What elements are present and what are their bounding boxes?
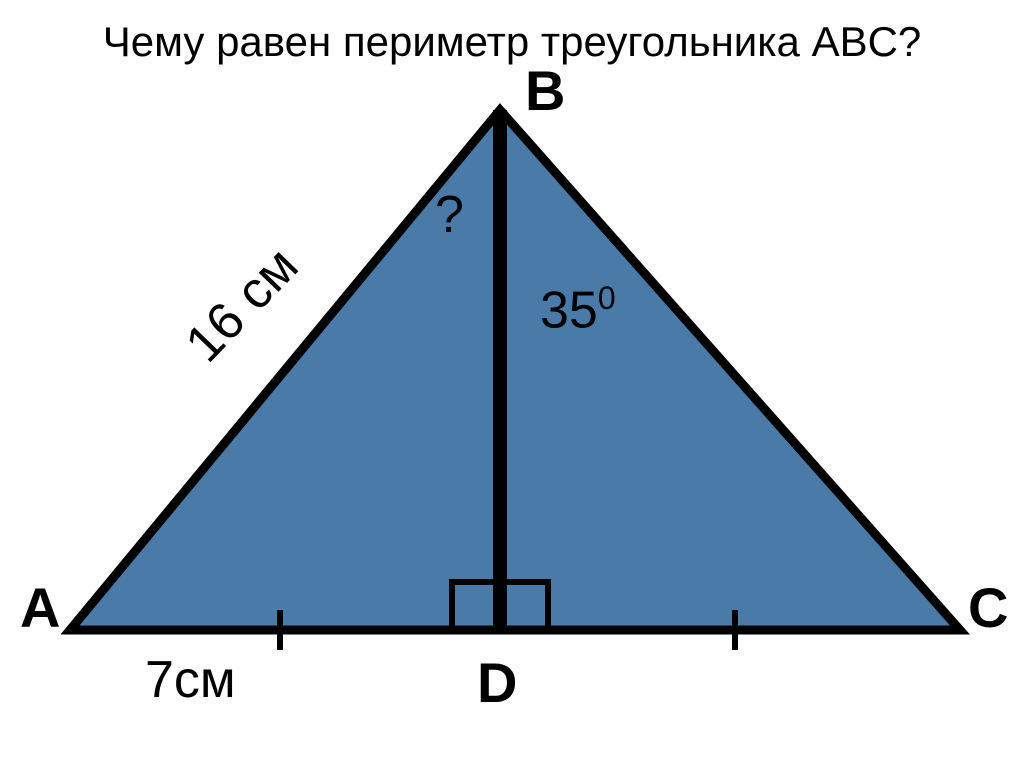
question-text: Чему равен периметр треугольника ABC? [103,18,922,66]
vertex-c-label: C [968,575,1008,640]
angle-value: 35 [540,281,598,339]
vertex-a-label: A [20,575,60,640]
vertex-d-label: D [477,650,517,715]
angle-superscript: 0 [598,280,616,316]
triangle-shape [70,110,960,630]
unknown-angle-label: ? [435,185,464,245]
triangle-diagram: B A C D 16 см 7см 350 ? [0,70,1024,767]
angle-dbc-label: 350 [540,280,616,340]
side-ad-label: 7см [145,650,236,710]
vertex-b-label: B [525,58,565,123]
